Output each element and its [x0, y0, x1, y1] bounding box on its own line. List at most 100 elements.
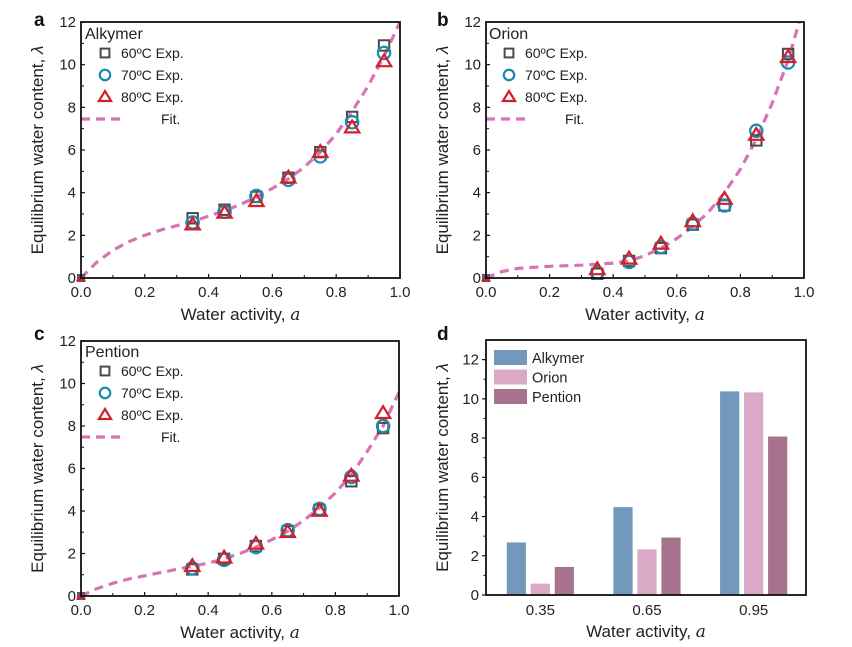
triangle-marker: [215, 203, 234, 219]
legend-label: 80ºC Exp.: [525, 89, 588, 105]
x-tick-label: 0.6: [262, 284, 283, 301]
y-tick-label: 10: [59, 376, 76, 393]
circle-marker: [98, 68, 112, 82]
bar: [505, 541, 527, 596]
y-axis-title-text: Equilibrium water content,: [433, 372, 452, 572]
y-axis-title-var: λ: [28, 364, 47, 373]
legend: Orion 60ºC Exp. 70ºC Exp. 80ºC Exp. Fit.: [486, 26, 588, 127]
x-tick-label: 0.0: [71, 602, 92, 619]
y-tick-label: 8: [471, 430, 479, 447]
bar: [553, 566, 575, 596]
triangle-marker: [96, 406, 114, 421]
triangle-marker: [343, 118, 362, 134]
x-tick-label: 0.4: [603, 284, 624, 301]
legend-label: Fit.: [161, 429, 180, 445]
legend: Pention 60ºC Exp. 70ºC Exp. 80ºC Exp. Fit.: [81, 344, 184, 445]
triangle-marker: [183, 557, 202, 573]
legend-label: Alkymer: [532, 351, 585, 367]
legend-label: 80ºC Exp.: [121, 89, 184, 105]
x-tick-label: 0.8: [325, 602, 346, 619]
y-tick-label: 0: [68, 270, 76, 287]
triangle-marker: [247, 191, 266, 208]
x-tick-label: 0.0: [71, 284, 92, 301]
legend-label: 70ºC Exp.: [121, 385, 184, 401]
series-pention: [553, 435, 789, 596]
triangle-marker: [588, 260, 607, 276]
plot-frame: [80, 340, 400, 597]
y-tick-label: 0: [68, 588, 76, 605]
fit-line: [81, 391, 399, 596]
x-tick-label: 1.0: [389, 602, 410, 619]
y-tick-label: 4: [68, 185, 76, 202]
y-tick-label: 2: [473, 227, 481, 244]
triangle-marker: [278, 523, 297, 539]
x-tick-label: 0.8: [730, 284, 751, 301]
legend-label: 60ºC Exp.: [525, 45, 588, 61]
x-tick-label: 0.6: [666, 284, 687, 301]
triangle-marker: [246, 534, 266, 550]
x-tick-label: 0.8: [326, 284, 347, 301]
series-alkymer: [505, 390, 741, 596]
bar: [767, 435, 789, 596]
panel-d: d 0.35 0.65 0.95 0 2 4 6 8 10 12 Alkymer Orion Pentio…: [433, 324, 807, 642]
y-tick-label: 2: [68, 227, 76, 244]
legend-label: 70ºC Exp.: [525, 67, 588, 83]
y-tick-label: 10: [462, 391, 479, 408]
panel-c: c 0 2 4 6 8 10 12 0.0 0.2 0.4 0.6 0.8 1.0 Pention 60ºC …: [28, 324, 409, 643]
series-circle: [76, 418, 391, 601]
circle-marker: [98, 386, 112, 400]
x-axis-title-text: Water activity,: [585, 305, 695, 324]
y-tick-label: 6: [68, 142, 76, 159]
circle-marker: [749, 123, 764, 139]
triangle-marker: [715, 189, 734, 205]
bar: [529, 582, 551, 596]
series-triangle: [75, 404, 393, 600]
x-tick-label: 0.95: [739, 602, 768, 619]
y-tick-label: 8: [68, 99, 76, 116]
legend-label: 70ºC Exp.: [121, 67, 184, 83]
triangle-marker: [311, 142, 330, 158]
x-axis-title: Water activity, a: [180, 623, 300, 643]
series-triangle: [481, 47, 798, 282]
legend-label: Pention: [532, 390, 581, 406]
triangle-marker: [651, 234, 671, 250]
panel-a: a 0 2 4 6 8 10 12 0.0 0.2 0.4 0.6 0.8 1.0 Alkymer 60ºC …: [28, 10, 410, 325]
panel-letter: c: [34, 324, 45, 345]
x-tick-label: 0.4: [198, 602, 219, 619]
x-axis-title-var: a: [290, 623, 300, 643]
legend-swatch: [494, 369, 527, 385]
legend-swatch: [494, 389, 527, 404]
y-tick-label: 4: [471, 509, 479, 526]
triangle-marker: [342, 466, 361, 482]
circle-marker: [717, 198, 732, 213]
y-tick-label: 8: [473, 99, 481, 116]
plot-frame: [485, 339, 807, 596]
x-axis-title-var: a: [696, 622, 706, 642]
triangle-marker: [183, 215, 202, 231]
series-orion: [529, 391, 765, 596]
circle-marker: [249, 188, 264, 204]
triangle-marker: [96, 88, 114, 103]
legend-label: Fit.: [161, 111, 180, 127]
circle-marker: [502, 68, 516, 82]
square-marker: [377, 39, 391, 52]
legend-label: 60ºC Exp.: [121, 45, 184, 61]
y-tick-label: 10: [59, 57, 76, 74]
x-tick-label: 0.2: [539, 284, 560, 301]
bar: [612, 506, 634, 596]
bar: [719, 390, 741, 596]
y-tick-label: 12: [59, 14, 76, 31]
bar: [743, 391, 765, 596]
y-axis-title-text: Equilibrium water content,: [28, 373, 47, 573]
panel-letter: b: [437, 10, 449, 31]
legend-swatch: [494, 350, 527, 365]
triangle-marker: [619, 249, 639, 265]
y-tick-label: 6: [473, 142, 481, 159]
legend-label: 60ºC Exp.: [121, 363, 184, 379]
legend-label: Orion: [532, 371, 567, 387]
panel-letter: a: [34, 10, 45, 31]
x-axis-title: Water activity, a: [585, 305, 705, 325]
triangle-marker: [279, 168, 298, 184]
y-tick-label: 8: [68, 418, 76, 435]
